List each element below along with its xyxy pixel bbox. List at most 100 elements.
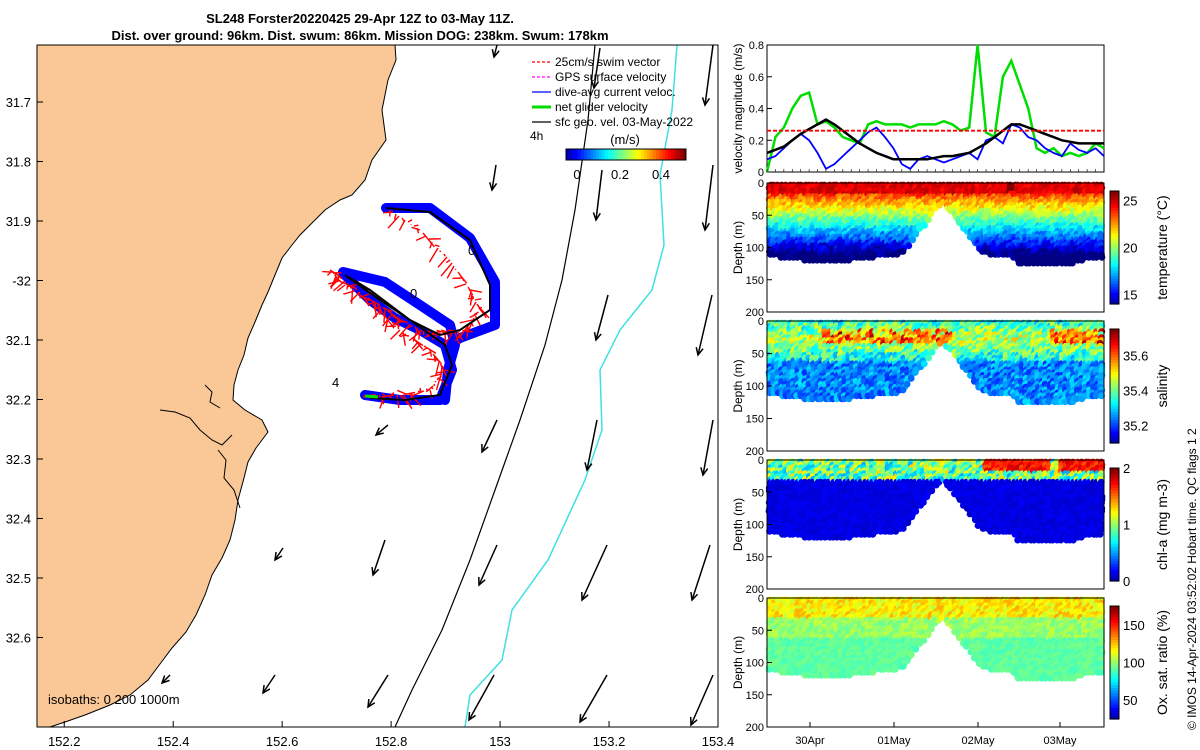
current-arrow (262, 674, 276, 694)
swim-vector (411, 341, 419, 350)
swim-vector (467, 297, 475, 300)
swim-vector (387, 215, 400, 229)
swim-vector (467, 286, 474, 296)
swim-vector (429, 241, 433, 249)
track-day-label: 0 (468, 243, 475, 258)
colorbar-tick-label: 25 (1123, 193, 1137, 208)
swim-vector (474, 298, 482, 301)
colorbar-segment (641, 149, 645, 160)
colorbar-segment (674, 149, 678, 160)
colorbar-segment (602, 149, 606, 160)
current-arrowhead (478, 576, 486, 587)
swim-vector (434, 380, 437, 383)
track-day-label: 4 (332, 375, 339, 390)
profile-data-point (925, 354, 932, 362)
swim-vector (399, 333, 407, 338)
colorbar-segment (665, 149, 669, 160)
swim-vector (469, 289, 482, 293)
swim-vector (333, 274, 338, 279)
colorbar-tick-label: 35.6 (1123, 348, 1148, 363)
swim-vector (438, 377, 448, 386)
swim-vector (444, 332, 454, 345)
colorbar-segment (623, 149, 627, 160)
current-arrow (468, 674, 495, 721)
swim-vector (390, 391, 395, 396)
estuary-outline (204, 384, 221, 409)
depth-tick-label: 100 (746, 381, 764, 393)
colorbar-segment (680, 149, 684, 160)
depth-tick-label: 50 (752, 210, 764, 222)
swim-vector (371, 301, 377, 314)
depth-axis-label: Depth (m) (731, 221, 745, 274)
current-arrowhead (689, 716, 698, 727)
swim-vector (397, 389, 407, 395)
current-arrow (274, 547, 284, 561)
colorbar-tick-label: 15 (1123, 288, 1137, 303)
map-x-tick-label: 152.6 (266, 734, 299, 749)
profile-data-point (905, 242, 913, 250)
swim-vector (389, 329, 401, 340)
swim-vector (367, 302, 373, 305)
swim-vector (441, 365, 445, 369)
swim-vector (333, 280, 346, 292)
swim-vector (423, 345, 437, 354)
chart-title-line1: SL248 Forster20220425 29-Apr 12Z to 03-M… (206, 11, 514, 26)
current-arrowhead (584, 462, 593, 472)
swim-vector (350, 289, 354, 304)
profile-data-point (801, 256, 809, 264)
swim-vector (404, 334, 410, 337)
swim-vector (335, 276, 340, 283)
current-arrowhead (371, 566, 380, 577)
swim-vector (382, 306, 393, 313)
map-y-tick-label: 31.8 (6, 155, 31, 170)
swim-vector (367, 299, 370, 302)
swim-vector (391, 321, 401, 327)
glider-track (344, 207, 491, 402)
swim-vector (428, 247, 439, 263)
map-colorbar-tick: 0.4 (652, 167, 670, 182)
colorbar-segment (620, 149, 624, 160)
current-arrow (697, 294, 713, 356)
swim-vector (336, 284, 346, 292)
colorbar-segment (647, 149, 651, 160)
swim-vector (422, 232, 435, 248)
colorbar-segment (617, 149, 621, 160)
current-arrowhead (491, 49, 500, 59)
current-arrow (690, 674, 714, 726)
swim-vector (387, 394, 392, 399)
legend-label: net glider velocity (555, 100, 648, 114)
map-x-tick-label: 153.2 (593, 734, 626, 749)
swim-vector (468, 291, 472, 298)
colorbar-segment (650, 149, 654, 160)
velocity-y-label: velocity magnitude (m/s) (731, 43, 745, 173)
current-arrow (478, 544, 498, 586)
swim-vector (413, 224, 419, 227)
swim-vector (462, 278, 465, 282)
swim-vector (454, 331, 460, 345)
colorbar-label: temperature (°C) (1154, 195, 1170, 299)
swim-vector (402, 394, 413, 410)
profile-data-point (907, 375, 915, 382)
swim-vector (337, 275, 343, 280)
swim-vector (436, 371, 444, 374)
current-arrow (704, 44, 714, 106)
swim-vector (446, 265, 455, 279)
current-arrow (367, 674, 389, 708)
colorbar-segment (566, 149, 570, 160)
swim-vector (436, 377, 440, 381)
current-arrowhead (468, 711, 476, 722)
velocity-series-line (766, 118, 1104, 161)
swim-vector (459, 319, 473, 324)
isobaths-legend: isobaths: 0 200 1000m (48, 692, 180, 707)
profile-data-point (927, 210, 935, 218)
swim-vector (429, 349, 433, 357)
profile-data-point (925, 216, 932, 224)
map-y-tick-label: 32.5 (6, 571, 31, 586)
profile-data-point (903, 380, 911, 388)
colorbar-segment (656, 149, 660, 160)
map-x-tick-label: 152.2 (48, 734, 81, 749)
map-x-tick-label: 152.4 (157, 734, 190, 749)
profile-colorbar (1110, 329, 1119, 444)
map-x-tick-label: 152.8 (375, 734, 408, 749)
map-colorbar-tick: 0 (573, 167, 580, 182)
